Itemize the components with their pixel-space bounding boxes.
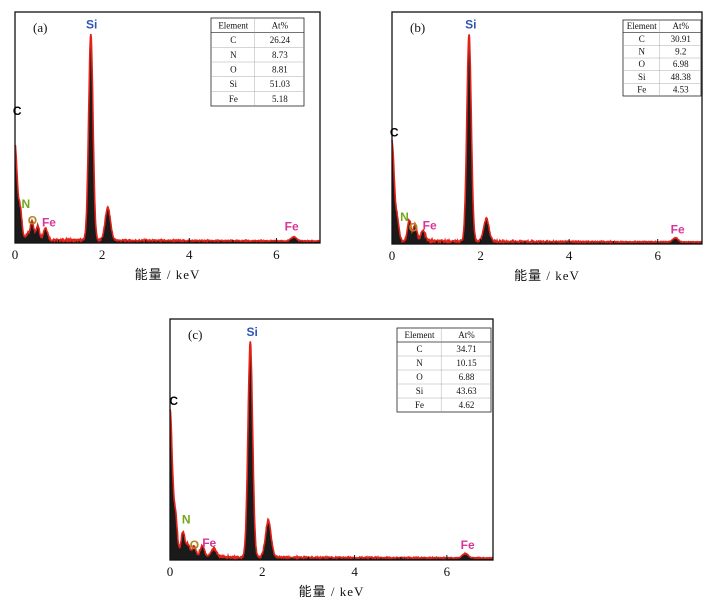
peak-label-c: C [13,104,22,118]
peak-label-c: C [169,394,178,408]
peak-label-n: N [182,512,191,526]
spectrum-area [15,34,320,243]
table-row-fe-at: 4.62 [459,400,475,410]
element-table: Element At% C 34.71 N 10.15 O 6.88 Si 43.63 Fe 4.62 [396,327,492,413]
peak-label-fe: Fe [285,220,299,234]
x-tick-label: 0 [167,564,174,579]
panel-label: (c) [188,327,202,342]
peak-label-n: N [22,197,31,211]
peak-label-n: N [400,210,409,224]
plot-frame [169,318,494,561]
table-row-n-element: N [416,358,423,368]
plot-frame [391,11,703,245]
spectrum-area [170,341,493,560]
peak-label-fe: Fe [671,223,685,237]
x-tick-label: 0 [389,248,396,263]
peak-label-fe: Fe [461,538,475,552]
table-row-c-at: 34.71 [456,344,476,354]
table-row-o-element: O [230,65,237,75]
table-row-fe-at: 5.18 [272,94,288,104]
peak-label-si: Si [86,18,97,32]
table-row-n-at: 9.2 [675,46,686,56]
x-tick-label: 2 [99,247,106,262]
spectrum-area [392,34,702,245]
x-tick-label: 6 [444,564,451,579]
x-axis-label: 能量 / keV [135,267,201,282]
x-tick-label: 0 [12,247,19,262]
peak-label-fe: Fe [202,536,216,550]
table-row-si-at: 51.03 [270,79,291,89]
element-table: Element At% C 30.91 N 9.2 O 6.98 Si 48.38 Fe 4.53 [622,19,702,97]
x-tick-label: 6 [273,247,280,262]
table-row-fe-element: Fe [415,400,424,410]
table-header-at: At% [458,330,475,340]
x-tick-label: 4 [351,564,358,579]
peak-label-o: O [28,213,37,227]
table-header-element: Element [627,21,657,31]
table-row-fe-element: Fe [229,94,238,104]
table-header-at: At% [272,21,289,31]
spectrum-line [14,33,321,245]
table-row-n-element: N [638,46,645,56]
table-header-at: At% [672,21,689,31]
peak-label-fe: Fe [423,219,437,233]
plot-frame [14,11,321,244]
table-row-si-element: Si [416,386,424,396]
table-row-n-element: N [230,50,237,60]
table-row-fe-element: Fe [637,84,646,94]
table-row-c-element: C [639,34,645,44]
panel-label: (b) [410,20,425,35]
table-row-c-element: C [417,344,423,354]
table-row-si-element: Si [230,79,238,89]
table-row-si-element: Si [638,72,646,82]
peak-label-fe: Fe [42,216,56,230]
table-row-n-at: 8.73 [272,50,288,60]
table-row-o-element: O [638,59,645,69]
table-row-c-at: 30.91 [671,34,691,44]
peak-label-o: O [409,221,418,235]
table-header-element: Element [218,21,248,31]
table-header-element: Element [405,330,435,340]
x-tick-label: 6 [654,248,661,263]
table-row-fe-at: 4.53 [673,84,689,94]
x-tick-label: 2 [259,564,266,579]
table-row-o-element: O [416,372,423,382]
peak-label-si: Si [465,18,476,32]
x-tick-label: 4 [566,248,573,263]
table-row-o-at: 6.98 [673,59,689,69]
spectrum-line [391,34,703,245]
peak-label-c: C [390,125,399,139]
table-row-c-element: C [230,35,236,45]
table-row-c-at: 26.24 [270,35,291,45]
spectrum-line [169,341,494,562]
peak-label-si: Si [246,325,257,339]
table-row-si-at: 48.38 [671,72,692,82]
table-row-si-at: 43.63 [456,386,477,396]
element-table: Element At% C 26.24 N 8.73 O 8.81 Si 51.03 Fe 5.18 [210,17,305,107]
x-axis-label: 能量 / keV [299,584,365,599]
table-row-o-at: 6.88 [459,372,475,382]
panel-label: (a) [33,20,47,35]
x-tick-label: 4 [186,247,193,262]
table-row-n-at: 10.15 [456,358,477,368]
x-axis-label: 能量 / keV [514,268,580,283]
table-row-o-at: 8.81 [272,65,288,75]
x-tick-label: 2 [477,248,484,263]
peak-label-o: O [190,538,199,552]
